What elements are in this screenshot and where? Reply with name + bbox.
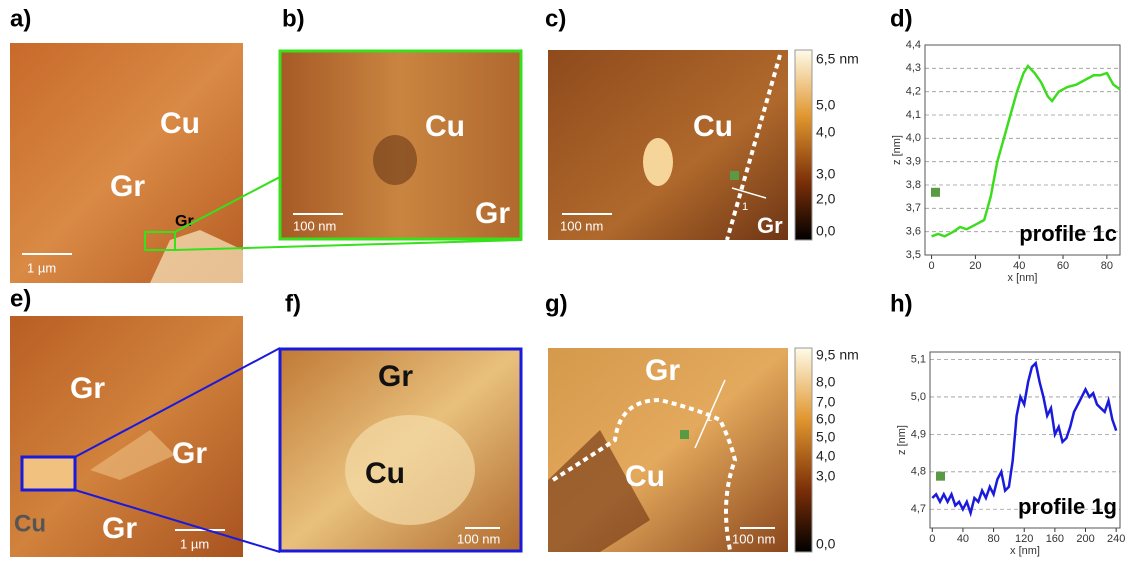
colorbar	[795, 348, 812, 552]
y-tick-label: 4,9	[911, 428, 926, 440]
x-tick-label: 60	[1057, 260, 1069, 272]
region-label: Cu	[425, 110, 465, 143]
marker	[730, 171, 739, 180]
feature	[643, 138, 673, 186]
x-axis-label: x [nm]	[1008, 272, 1038, 284]
region-label: Gr	[378, 360, 413, 393]
colorbar-label: 3,0	[816, 468, 836, 484]
y-tick-label: 5,0	[911, 391, 926, 403]
region-label: Cu	[365, 457, 405, 490]
region-label: Cu	[160, 107, 200, 140]
position-marker	[931, 188, 940, 197]
colorbar-label: 4,0	[816, 448, 836, 464]
panel-label: g)	[545, 290, 568, 317]
panel-label: a)	[10, 5, 31, 32]
marker	[680, 430, 689, 439]
colorbar-label: 9,5 nm	[816, 347, 859, 363]
feature	[373, 135, 417, 185]
x-tick-label: 0	[929, 260, 935, 272]
profile-label: 1	[742, 201, 748, 213]
x-tick-label: 240	[1107, 533, 1125, 545]
region-label: Gr	[70, 372, 105, 405]
x-tick-label: 160	[1046, 533, 1064, 545]
scale-bar-label: 100 nm	[560, 218, 603, 233]
panel-label: b)	[282, 5, 305, 32]
x-tick-label: 0	[929, 533, 935, 545]
region-label: Gr	[645, 354, 680, 387]
panel-label: f)	[285, 290, 301, 317]
region-label: Gr	[475, 197, 510, 230]
region-label: Cu	[625, 460, 665, 493]
scale-bar-label: 1 µm	[27, 260, 56, 275]
y-tick-label: 4,3	[906, 62, 921, 74]
x-axis-label: x [nm]	[1010, 545, 1040, 557]
y-tick-label: 3,9	[906, 156, 921, 168]
figure: a) b) c) d) e) f) g) h) Cu Gr Gr 1 µm Cu…	[0, 0, 1131, 561]
colorbar-label: 2,0	[816, 191, 836, 207]
x-tick-label: 40	[1013, 260, 1025, 272]
scale-bar-label: 100 nm	[293, 218, 336, 233]
y-tick-label: 3,5	[906, 249, 921, 261]
panel-label: e)	[10, 285, 31, 312]
panel-label: d)	[890, 5, 913, 32]
y-tick-label: 4,4	[906, 39, 921, 51]
colorbar-label: 5,0	[816, 97, 836, 113]
x-tick-label: 80	[1101, 260, 1113, 272]
y-tick-label: 4,0	[906, 132, 921, 144]
region-label: Cu	[693, 110, 733, 143]
y-axis-label: z [nm]	[891, 135, 903, 165]
colorbar-label: 7,0	[816, 394, 836, 410]
region-label: Gr	[102, 512, 137, 545]
feature	[23, 458, 75, 490]
panel-label: h)	[890, 290, 913, 317]
annotation: profile 1c	[1019, 221, 1117, 246]
colorbar-label: 0,0	[816, 223, 836, 239]
region-label: Gr	[172, 437, 207, 470]
region-label: Cu	[14, 510, 46, 537]
y-tick-label: 4,2	[906, 86, 921, 98]
profile-label: 1	[706, 412, 712, 424]
scale-bar-label: 100 nm	[732, 531, 775, 546]
y-tick-label: 3,7	[906, 202, 921, 214]
x-tick-label: 120	[1015, 533, 1033, 545]
x-tick-label: 40	[957, 533, 969, 545]
colorbar-label: 6,5 nm	[816, 51, 859, 67]
position-marker	[936, 472, 945, 481]
colorbar-label: 0,0	[816, 536, 836, 552]
y-tick-label: 3,8	[906, 179, 921, 191]
annotation: profile 1g	[1018, 494, 1117, 519]
colorbar-label: 3,0	[816, 166, 836, 182]
scale-bar-label: 1 µm	[180, 536, 209, 551]
colorbar-label: 5,0	[816, 429, 836, 445]
y-axis-label: z [nm]	[896, 425, 908, 455]
x-tick-label: 80	[987, 533, 999, 545]
panel-label: c)	[545, 5, 566, 32]
x-tick-label: 20	[969, 260, 981, 272]
y-tick-label: 4,8	[911, 466, 926, 478]
colorbar-labels: 9,5 nm 8,0 7,06,0 5,0 4,0 3,0 0,0	[816, 347, 859, 552]
colorbar-label: 8,0	[816, 374, 836, 390]
y-tick-label: 4,1	[906, 109, 921, 121]
colorbar-labels: 6,5 nm 5,0 4,0 3,0 2,0 0,0	[816, 51, 859, 239]
y-tick-label: 4,7	[911, 503, 926, 515]
y-tick-label: 3,6	[906, 226, 921, 238]
y-tick-label: 5,1	[911, 353, 926, 365]
colorbar-label: 4,0	[816, 124, 836, 140]
x-tick-label: 200	[1076, 533, 1094, 545]
profile-line	[932, 363, 1116, 513]
region-label: Gr	[757, 213, 783, 238]
scale-bar-label: 100 nm	[457, 531, 500, 546]
colorbar-label: 6,0	[816, 411, 836, 427]
colorbar	[795, 50, 812, 240]
region-label: Gr	[110, 170, 145, 203]
